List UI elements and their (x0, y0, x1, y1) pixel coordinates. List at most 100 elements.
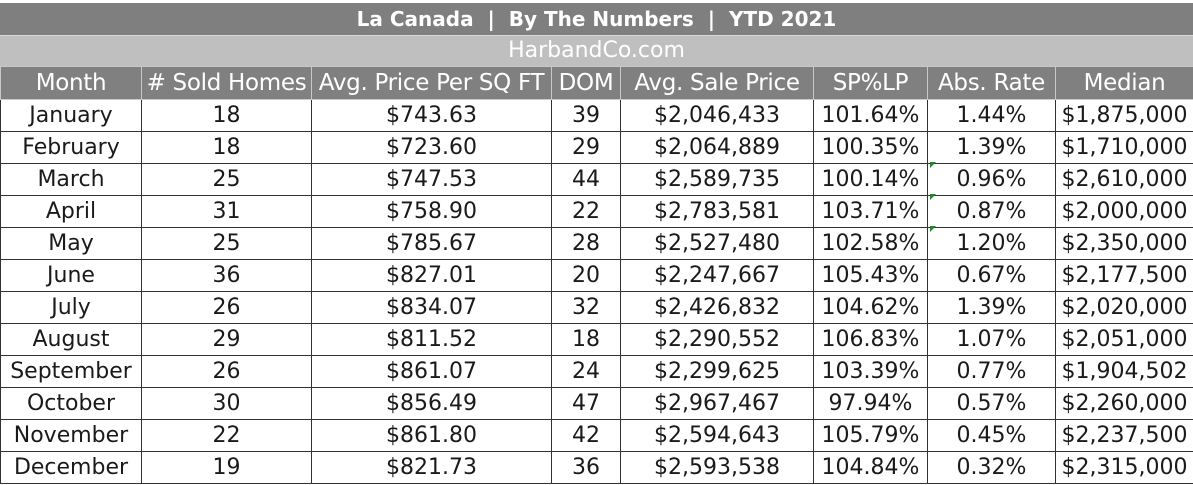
cell-price-per-sqft[interactable]: $821.73 (311, 451, 552, 484)
column-header-avg-sale-price[interactable]: Avg. Sale Price (620, 66, 814, 100)
cell-sp-lp[interactable]: 97.94% (813, 387, 928, 420)
cell-avg-sale-price[interactable]: $2,783,581 (620, 195, 814, 228)
cell-sold-homes[interactable]: 29 (141, 323, 312, 356)
cell-sp-lp[interactable]: 104.84% (813, 451, 928, 484)
cell-month[interactable]: January (0, 99, 142, 132)
cell-avg-sale-price[interactable]: $2,593,538 (620, 451, 814, 484)
cell-dom[interactable]: 36 (551, 451, 621, 484)
column-header-dom[interactable]: DOM (551, 66, 621, 100)
cell-abs-rate[interactable]: 0.87% (927, 195, 1056, 228)
cell-price-per-sqft[interactable]: $861.80 (311, 419, 552, 452)
cell-median[interactable]: $2,051,000 (1055, 323, 1193, 356)
cell-median[interactable]: $1,710,000 (1055, 131, 1193, 164)
cell-price-per-sqft[interactable]: $856.49 (311, 387, 552, 420)
cell-abs-rate[interactable]: 1.07% (927, 323, 1056, 356)
cell-abs-rate[interactable]: 1.39% (927, 291, 1056, 324)
cell-month[interactable]: May (0, 227, 142, 260)
cell-sp-lp[interactable]: 104.62% (813, 291, 928, 324)
cell-abs-rate[interactable]: 0.45% (927, 419, 1056, 452)
column-header-sp-lp[interactable]: SP%LP (813, 66, 928, 100)
cell-sold-homes[interactable]: 18 (141, 99, 312, 132)
cell-sold-homes[interactable]: 19 (141, 451, 312, 484)
cell-avg-sale-price[interactable]: $2,064,889 (620, 131, 814, 164)
cell-dom[interactable]: 29 (551, 131, 621, 164)
cell-sp-lp[interactable]: 100.35% (813, 131, 928, 164)
cell-month[interactable]: August (0, 323, 142, 356)
cell-abs-rate[interactable]: 1.20% (927, 227, 1056, 260)
cell-median[interactable]: $1,904,502 (1055, 355, 1193, 388)
cell-month[interactable]: April (0, 195, 142, 228)
cell-sold-homes[interactable]: 25 (141, 227, 312, 260)
cell-avg-sale-price[interactable]: $2,594,643 (620, 419, 814, 452)
column-header-abs-rate[interactable]: Abs. Rate (927, 66, 1056, 100)
cell-price-per-sqft[interactable]: $743.63 (311, 99, 552, 132)
cell-sp-lp[interactable]: 103.39% (813, 355, 928, 388)
cell-median[interactable]: $2,237,500 (1055, 419, 1193, 452)
cell-price-per-sqft[interactable]: $747.53 (311, 163, 552, 196)
cell-dom[interactable]: 47 (551, 387, 621, 420)
cell-dom[interactable]: 18 (551, 323, 621, 356)
cell-sold-homes[interactable]: 25 (141, 163, 312, 196)
cell-sp-lp[interactable]: 101.64% (813, 99, 928, 132)
cell-month[interactable]: September (0, 355, 142, 388)
cell-sp-lp[interactable]: 105.79% (813, 419, 928, 452)
cell-price-per-sqft[interactable]: $785.67 (311, 227, 552, 260)
cell-median[interactable]: $2,020,000 (1055, 291, 1193, 324)
cell-median[interactable]: $2,000,000 (1055, 195, 1193, 228)
cell-price-per-sqft[interactable]: $861.07 (311, 355, 552, 388)
column-header-sold-homes[interactable]: # Sold Homes (141, 66, 312, 100)
cell-sp-lp[interactable]: 100.14% (813, 163, 928, 196)
cell-avg-sale-price[interactable]: $2,589,735 (620, 163, 814, 196)
comment-marker[interactable] (930, 162, 936, 168)
cell-median[interactable]: $1,875,000 (1055, 99, 1193, 132)
cell-price-per-sqft[interactable]: $758.90 (311, 195, 552, 228)
cell-dom[interactable]: 20 (551, 259, 621, 292)
column-header-month[interactable]: Month (0, 66, 142, 100)
cell-dom[interactable]: 24 (551, 355, 621, 388)
cell-abs-rate[interactable]: 1.39% (927, 131, 1056, 164)
cell-sold-homes[interactable]: 26 (141, 355, 312, 388)
cell-abs-rate[interactable]: 0.96% (927, 163, 1056, 196)
cell-price-per-sqft[interactable]: $811.52 (311, 323, 552, 356)
comment-marker[interactable] (930, 226, 936, 232)
cell-sp-lp[interactable]: 103.71% (813, 195, 928, 228)
cell-price-per-sqft[interactable]: $834.07 (311, 291, 552, 324)
cell-avg-sale-price[interactable]: $2,426,832 (620, 291, 814, 324)
cell-median[interactable]: $2,610,000 (1055, 163, 1193, 196)
cell-avg-sale-price[interactable]: $2,247,667 (620, 259, 814, 292)
cell-dom[interactable]: 39 (551, 99, 621, 132)
cell-sold-homes[interactable]: 31 (141, 195, 312, 228)
cell-abs-rate[interactable]: 1.44% (927, 99, 1056, 132)
cell-sold-homes[interactable]: 30 (141, 387, 312, 420)
cell-month[interactable]: July (0, 291, 142, 324)
column-header-median[interactable]: Median (1055, 66, 1193, 100)
cell-sp-lp[interactable]: 102.58% (813, 227, 928, 260)
cell-month[interactable]: June (0, 259, 142, 292)
cell-month[interactable]: February (0, 131, 142, 164)
cell-sp-lp[interactable]: 105.43% (813, 259, 928, 292)
cell-median[interactable]: $2,315,000 (1055, 451, 1193, 484)
cell-month[interactable]: October (0, 387, 142, 420)
cell-abs-rate[interactable]: 0.57% (927, 387, 1056, 420)
cell-dom[interactable]: 22 (551, 195, 621, 228)
cell-avg-sale-price[interactable]: $2,290,552 (620, 323, 814, 356)
column-header-price-per-sqft[interactable]: Avg. Price Per SQ FT (311, 66, 552, 100)
cell-abs-rate[interactable]: 0.77% (927, 355, 1056, 388)
cell-sp-lp[interactable]: 106.83% (813, 323, 928, 356)
cell-median[interactable]: $2,177,500 (1055, 259, 1193, 292)
cell-median[interactable]: $2,260,000 (1055, 387, 1193, 420)
cell-dom[interactable]: 42 (551, 419, 621, 452)
cell-dom[interactable]: 28 (551, 227, 621, 260)
cell-abs-rate[interactable]: 0.32% (927, 451, 1056, 484)
cell-avg-sale-price[interactable]: $2,046,433 (620, 99, 814, 132)
cell-sold-homes[interactable]: 18 (141, 131, 312, 164)
comment-marker[interactable] (930, 194, 936, 200)
cell-dom[interactable]: 44 (551, 163, 621, 196)
cell-median[interactable]: $2,350,000 (1055, 227, 1193, 260)
cell-month[interactable]: November (0, 419, 142, 452)
cell-price-per-sqft[interactable]: $827.01 (311, 259, 552, 292)
cell-month[interactable]: March (0, 163, 142, 196)
cell-avg-sale-price[interactable]: $2,527,480 (620, 227, 814, 260)
cell-sold-homes[interactable]: 26 (141, 291, 312, 324)
cell-month[interactable]: December (0, 451, 142, 484)
